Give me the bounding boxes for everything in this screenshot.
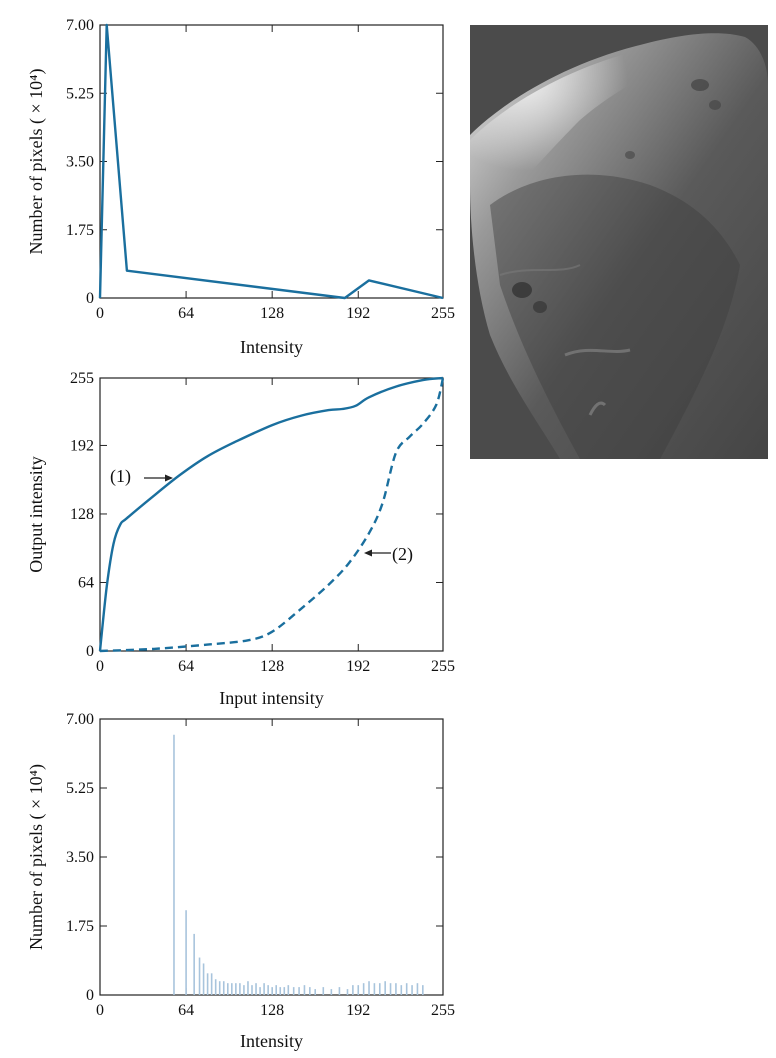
- x-tick-label: 192: [346, 1002, 370, 1019]
- curve-2-arrow: [364, 549, 391, 557]
- x-tick-label: 0: [96, 305, 104, 322]
- transformation-ylabel: Output intensity: [26, 456, 46, 573]
- y-tick-label: 7.00: [66, 17, 94, 34]
- y-tick-label: 1.75: [66, 918, 94, 935]
- y-tick-label: 255: [70, 370, 94, 387]
- y-tick-label: 0: [86, 290, 94, 307]
- histogram-equalized-frame: [99, 718, 444, 996]
- y-tick-label: 64: [78, 574, 94, 591]
- x-tick-label: 255: [431, 658, 455, 675]
- histogram-equalized-panel: 0 64 128 192 255 0 1.75 3.50 5.25 7.00 Intensity…: [26, 711, 455, 1051]
- histogram-original-xlabel: Intensity: [240, 337, 303, 357]
- y-tick-label: 0: [86, 643, 94, 660]
- x-tick-label: 0: [96, 658, 104, 675]
- y-tick-label: 192: [70, 437, 94, 454]
- transformation-panel: 0 64 128 192 255 0 64 128 192 255 (1) (2) Input …: [26, 370, 455, 708]
- histogram-original-panel: 0 64 128 192 255 0 1.75 3.50 5.25 7.00 Intensity…: [26, 17, 455, 357]
- curve-2-label: (2): [392, 544, 413, 565]
- histogram-equalized-ylabel: Number of pixels ( × 10⁴): [26, 764, 47, 950]
- y-tick-label: 3.50: [66, 849, 94, 866]
- x-tick-label: 64: [178, 658, 194, 675]
- x-tick-label: 128: [260, 305, 284, 322]
- y-tick-label: 5.25: [66, 780, 94, 797]
- x-tick-label: 128: [260, 1002, 284, 1019]
- x-tick-label: 192: [346, 658, 370, 675]
- transformation-frame: [99, 377, 444, 652]
- y-tick-label: 0: [86, 987, 94, 1004]
- x-tick-label: 255: [431, 1002, 455, 1019]
- transformation-curve-2: [99, 377, 445, 653]
- x-tick-label: 192: [346, 305, 370, 322]
- histogram-original-frame: [99, 24, 444, 299]
- x-tick-label: 0: [96, 1002, 104, 1019]
- transformation-xlabel: Input intensity: [219, 688, 324, 708]
- x-tick-label: 128: [260, 658, 284, 675]
- y-tick-label: 5.25: [66, 85, 94, 102]
- histogram-original-ylabel: Number of pixels ( × 10⁴): [26, 69, 47, 255]
- y-tick-label: 128: [70, 506, 94, 523]
- y-tick-label: 7.00: [66, 711, 94, 728]
- x-tick-label: 255: [431, 305, 455, 322]
- y-tick-label: 1.75: [66, 222, 94, 239]
- y-tick-label: 3.50: [66, 154, 94, 171]
- curve-1-arrow: [144, 474, 173, 482]
- curve-1-label: (1): [110, 466, 131, 487]
- x-tick-label: 64: [178, 1002, 194, 1019]
- transformation-curve-1: [98, 376, 444, 652]
- x-tick-label: 64: [178, 305, 194, 322]
- histogram-original-line: [98, 23, 444, 300]
- moon-surface-image: [470, 25, 768, 459]
- histogram-equalized-xlabel: Intensity: [240, 1031, 303, 1051]
